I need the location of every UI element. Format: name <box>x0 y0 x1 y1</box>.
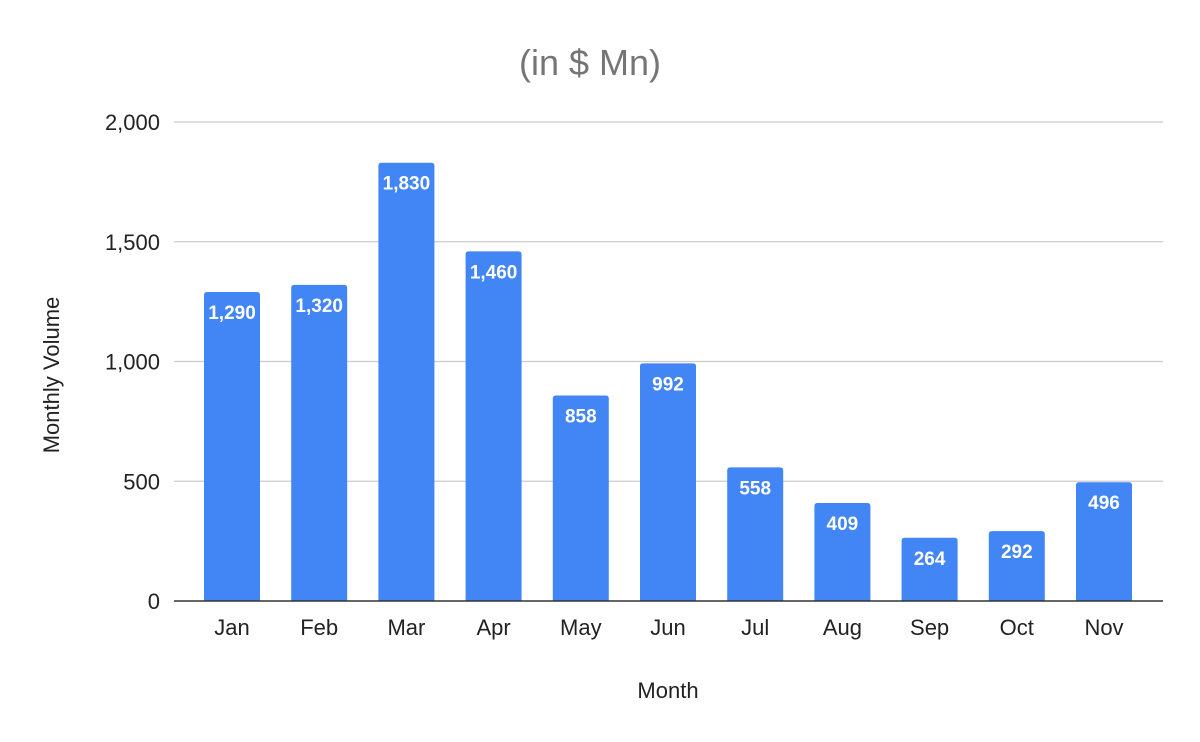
bar-may <box>552 395 609 601</box>
bars <box>204 162 1132 601</box>
data-label-may: 858 <box>565 407 597 428</box>
bar-nov <box>1076 482 1132 601</box>
x-axis-ticks: Jan Feb Mar Apr May Jun Jul Aug Sep Oct Nov <box>214 615 1123 640</box>
bar-sep <box>901 537 958 601</box>
bar-mar <box>378 162 435 601</box>
x-tick-label-mar: Mar <box>387 615 425 640</box>
x-tick-label-aug: Aug <box>823 615 862 640</box>
x-axis-title: Month <box>637 678 698 703</box>
data-label-jun: 992 <box>652 374 684 395</box>
x-tick-label-jan: Jan <box>214 615 249 640</box>
x-tick-label-oct: Oct <box>1000 615 1034 640</box>
bar-jun <box>640 363 696 601</box>
x-tick-label-jul: Jul <box>741 615 769 640</box>
data-label-oct: 292 <box>1001 542 1033 563</box>
data-label-jan: 1,290 <box>208 303 256 324</box>
data-label-nov: 496 <box>1088 493 1120 514</box>
bar-apr <box>465 251 522 601</box>
y-tick-label: 1,000 <box>105 350 160 375</box>
y-tick-label: 2,000 <box>105 110 160 135</box>
x-tick-label-jun: Jun <box>650 615 685 640</box>
data-label-sep: 264 <box>914 549 946 570</box>
data-labels: 1,290 1,320 1,830 1,460 858 992 558 409 264 292 49… <box>208 174 1120 570</box>
data-label-feb: 1,320 <box>295 296 343 317</box>
y-tick-label: 500 <box>123 469 160 494</box>
chart-title: (in $ Mn) <box>519 42 661 83</box>
x-tick-label-nov: Nov <box>1084 615 1123 640</box>
data-label-aug: 409 <box>827 514 859 535</box>
bar-oct <box>988 531 1045 601</box>
x-tick-label-apr: Apr <box>476 615 510 640</box>
y-tick-label: 0 <box>148 589 160 614</box>
y-tick-label: 1,500 <box>105 230 160 255</box>
data-label-apr: 1,460 <box>470 262 518 283</box>
bar-feb <box>291 284 348 601</box>
x-tick-label-sep: Sep <box>910 615 949 640</box>
bar-aug <box>814 503 871 601</box>
data-label-jul: 558 <box>739 478 771 499</box>
bar-jul <box>727 467 784 601</box>
x-tick-label-may: May <box>560 615 602 640</box>
y-axis-ticks: 0 500 1,000 1,500 2,000 <box>105 110 160 614</box>
x-tick-label-feb: Feb <box>300 615 338 640</box>
bar-jan <box>204 292 260 601</box>
data-label-mar: 1,830 <box>383 174 431 195</box>
y-axis-title: Monthly Volume <box>39 297 64 454</box>
